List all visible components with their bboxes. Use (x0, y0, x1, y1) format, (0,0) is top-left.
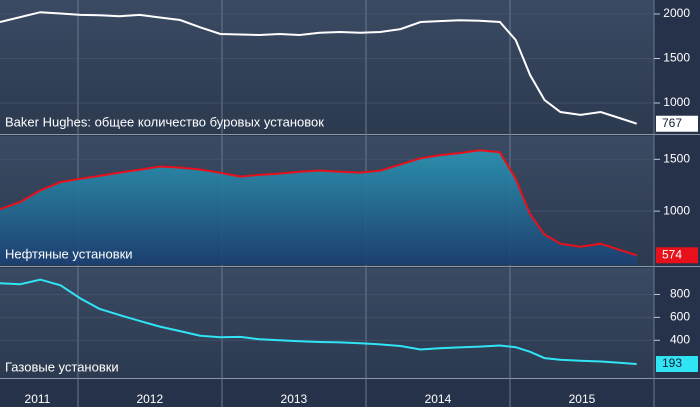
x-axis-bg (0, 378, 700, 407)
x-tick-label: 2015 (569, 392, 596, 406)
panel-title: Газовые установки (5, 359, 119, 374)
last-value-label: 767 (662, 116, 682, 130)
area (0, 150, 637, 265)
x-tick-label: 2013 (281, 392, 308, 406)
panel-title: Нефтяные установки (5, 246, 133, 261)
axis-bg (654, 0, 700, 378)
y-tick-label: 1000 (663, 95, 690, 109)
y-tick-label: 600 (670, 310, 690, 324)
last-value-tag (656, 356, 698, 373)
line (0, 149, 638, 257)
last-value-label: 574 (662, 247, 682, 261)
y-tick-label: 2000 (663, 6, 690, 20)
x-tick-label: 2011 (25, 392, 51, 406)
y-tick-label: 400 (670, 332, 690, 346)
y-tick-label: 1000 (663, 203, 690, 217)
line (0, 278, 637, 365)
last-value-tag (656, 247, 698, 264)
panel-bg (0, 0, 654, 133)
panel-title: Baker Hughes: общее количество буровых у… (5, 114, 324, 129)
panel-bg (0, 268, 654, 378)
last-value-label: 193 (662, 356, 682, 370)
last-value-tag (656, 115, 698, 132)
y-tick-label: 800 (670, 287, 690, 301)
line (0, 11, 638, 125)
x-tick-label: 2014 (425, 392, 452, 406)
x-tick-label: 2012 (136, 392, 163, 406)
y-tick-label: 1500 (663, 151, 690, 165)
y-tick-label: 1500 (663, 51, 690, 65)
